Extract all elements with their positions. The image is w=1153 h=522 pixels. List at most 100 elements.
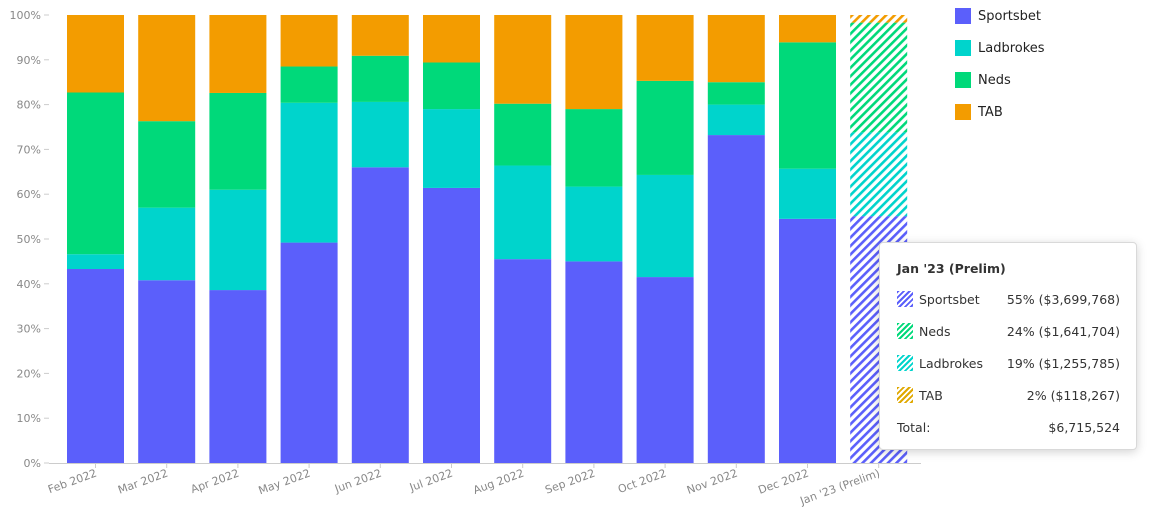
tooltip-row-ladbrokes: Ladbrokes 19% ($1,255,785) — [897, 347, 1120, 379]
bar-segment-ladbrokes[interactable] — [67, 254, 124, 270]
bar-segment-ladbrokes[interactable] — [209, 189, 267, 291]
bar-segment-ladbrokes[interactable] — [707, 104, 765, 136]
bar-segment-ladbrokes[interactable] — [138, 207, 196, 281]
bar-segment-neds[interactable] — [565, 109, 623, 187]
tooltip-series-name: TAB — [919, 387, 943, 403]
bar-segment-sportsbet[interactable] — [423, 187, 480, 464]
legend-label: Ladbrokes — [978, 40, 1045, 56]
bar-segment-sportsbet[interactable] — [779, 218, 836, 463]
bar-segment-neds[interactable] — [494, 103, 552, 166]
bar-segment-neds[interactable] — [850, 22, 908, 133]
bar-segment-tab[interactable] — [209, 15, 267, 93]
y-tick-label: 80% — [17, 99, 41, 112]
legend-swatch — [955, 72, 971, 88]
bar-segment-sportsbet[interactable] — [67, 269, 124, 463]
bar-segment-tab[interactable] — [565, 15, 623, 110]
chart-tooltip: Jan '23 (Prelim) Sportsbet 55% ($3,699,7… — [879, 242, 1137, 450]
legend-swatch — [955, 104, 971, 120]
tooltip-swatch — [897, 387, 913, 403]
bar-segment-ladbrokes[interactable] — [850, 132, 908, 217]
bar-segment-neds[interactable] — [351, 55, 409, 102]
y-tick-label: 40% — [17, 278, 41, 291]
bar-segment-ladbrokes[interactable] — [636, 174, 694, 278]
tooltip-swatch — [897, 355, 913, 371]
legend-swatch — [955, 8, 971, 24]
bar-segment-ladbrokes[interactable] — [351, 101, 409, 168]
legend-label: Sportsbet — [978, 8, 1042, 24]
bar-segment-tab[interactable] — [280, 15, 338, 67]
tooltip-series-value: 19% ($1,255,785) — [1006, 355, 1120, 371]
bar-segment-sportsbet[interactable] — [494, 259, 552, 463]
bar-segment-neds[interactable] — [423, 62, 480, 110]
tooltip-row-tab: TAB 2% ($118,267) — [897, 379, 1120, 411]
x-tick-label: Jun 2022 — [332, 467, 383, 496]
x-tick-label: Oct 2022 — [616, 467, 668, 496]
x-tick-label: Apr 2022 — [189, 467, 241, 496]
bar-segment-neds[interactable] — [280, 66, 338, 103]
tooltip-series-value: 55% ($3,699,768) — [1006, 291, 1120, 307]
tooltip-series-name: Sportsbet — [919, 291, 980, 307]
bar-segment-tab[interactable] — [850, 15, 908, 23]
bar-segment-ladbrokes[interactable] — [779, 168, 836, 219]
x-tick-label: Jan '23 (Prelim) — [798, 467, 882, 508]
tooltip-swatch — [897, 291, 913, 307]
x-tick-label: Feb 2022 — [46, 467, 98, 497]
bar-segment-neds[interactable] — [209, 92, 267, 190]
legend-item-sportsbet[interactable]: Sportsbet — [955, 0, 1045, 32]
y-tick-label: 0% — [24, 457, 41, 470]
legend: Sportsbet Ladbrokes Neds TAB — [955, 0, 1045, 128]
bar-segment-tab[interactable] — [494, 15, 552, 104]
x-tick-label: Sep 2022 — [543, 467, 597, 497]
x-axis: Feb 2022 Mar 2022 Apr 2022 May 2022 Jun 2022… — [46, 463, 921, 508]
tooltip-swatch — [897, 323, 913, 339]
bar-segment-neds[interactable] — [138, 121, 196, 208]
x-tick-label: Aug 2022 — [471, 467, 525, 497]
y-tick-label: 100% — [10, 9, 41, 22]
bar-segment-tab[interactable] — [636, 15, 694, 81]
tooltip-series-name: Ladbrokes — [919, 355, 984, 371]
legend-item-neds[interactable]: Neds — [955, 64, 1045, 96]
y-tick-label: 50% — [17, 233, 41, 246]
legend-label: Neds — [978, 72, 1011, 88]
bar-segment-sportsbet[interactable] — [138, 280, 196, 463]
tooltip-series-name: Neds — [919, 323, 951, 339]
bar-segment-sportsbet[interactable] — [707, 135, 765, 463]
bar-segment-ladbrokes[interactable] — [280, 102, 338, 243]
bar-segment-neds[interactable] — [779, 42, 836, 169]
bar-segment-sportsbet[interactable] — [280, 242, 338, 463]
bar-segment-neds[interactable] — [67, 92, 124, 255]
tooltip-row-sportsbet: Sportsbet 55% ($3,699,768) — [897, 283, 1120, 315]
bar-segment-neds[interactable] — [636, 80, 694, 175]
x-tick-label: Dec 2022 — [756, 467, 810, 497]
tooltip-total-value: $6,715,524 — [1048, 419, 1120, 435]
bar-segment-tab[interactable] — [67, 15, 124, 93]
y-tick-label: 90% — [17, 54, 41, 67]
bar-segment-tab[interactable] — [707, 15, 765, 83]
bar-segment-sportsbet[interactable] — [636, 277, 694, 463]
bar-segment-sportsbet[interactable] — [351, 167, 409, 463]
x-tick-label: May 2022 — [257, 467, 312, 498]
bar-segment-tab[interactable] — [351, 15, 409, 56]
legend-item-tab[interactable]: TAB — [955, 96, 1045, 128]
bar-segment-ladbrokes[interactable] — [494, 165, 552, 260]
y-axis: 0% 10% 20% 30% 40% 50% 60% 70% 80% 90% 100% — [10, 9, 49, 470]
legend-label: TAB — [978, 104, 1003, 120]
y-tick-label: 70% — [17, 143, 41, 156]
tooltip-series-value: 24% ($1,641,704) — [1006, 323, 1120, 339]
bar-segment-tab[interactable] — [779, 15, 836, 43]
y-tick-label: 20% — [17, 367, 41, 380]
tooltip-title: Jan '23 (Prelim) — [897, 261, 1006, 276]
tooltip-series-value: 2% ($118,267) — [1026, 387, 1120, 403]
bar-segment-tab[interactable] — [138, 15, 196, 122]
tooltip-row-neds: Neds 24% ($1,641,704) — [897, 315, 1120, 347]
tooltip-total-row: Total: $6,715,524 — [897, 411, 1120, 443]
bar-segment-ladbrokes[interactable] — [565, 186, 623, 262]
legend-item-ladbrokes[interactable]: Ladbrokes — [955, 32, 1045, 64]
y-tick-label: 10% — [17, 412, 41, 425]
bar-segment-neds[interactable] — [707, 82, 765, 105]
bar-segment-tab[interactable] — [423, 15, 480, 63]
tooltip-total-label: Total: — [897, 419, 931, 435]
bar-segment-sportsbet[interactable] — [209, 290, 267, 463]
bar-segment-ladbrokes[interactable] — [423, 109, 480, 188]
bar-segment-sportsbet[interactable] — [565, 261, 623, 463]
